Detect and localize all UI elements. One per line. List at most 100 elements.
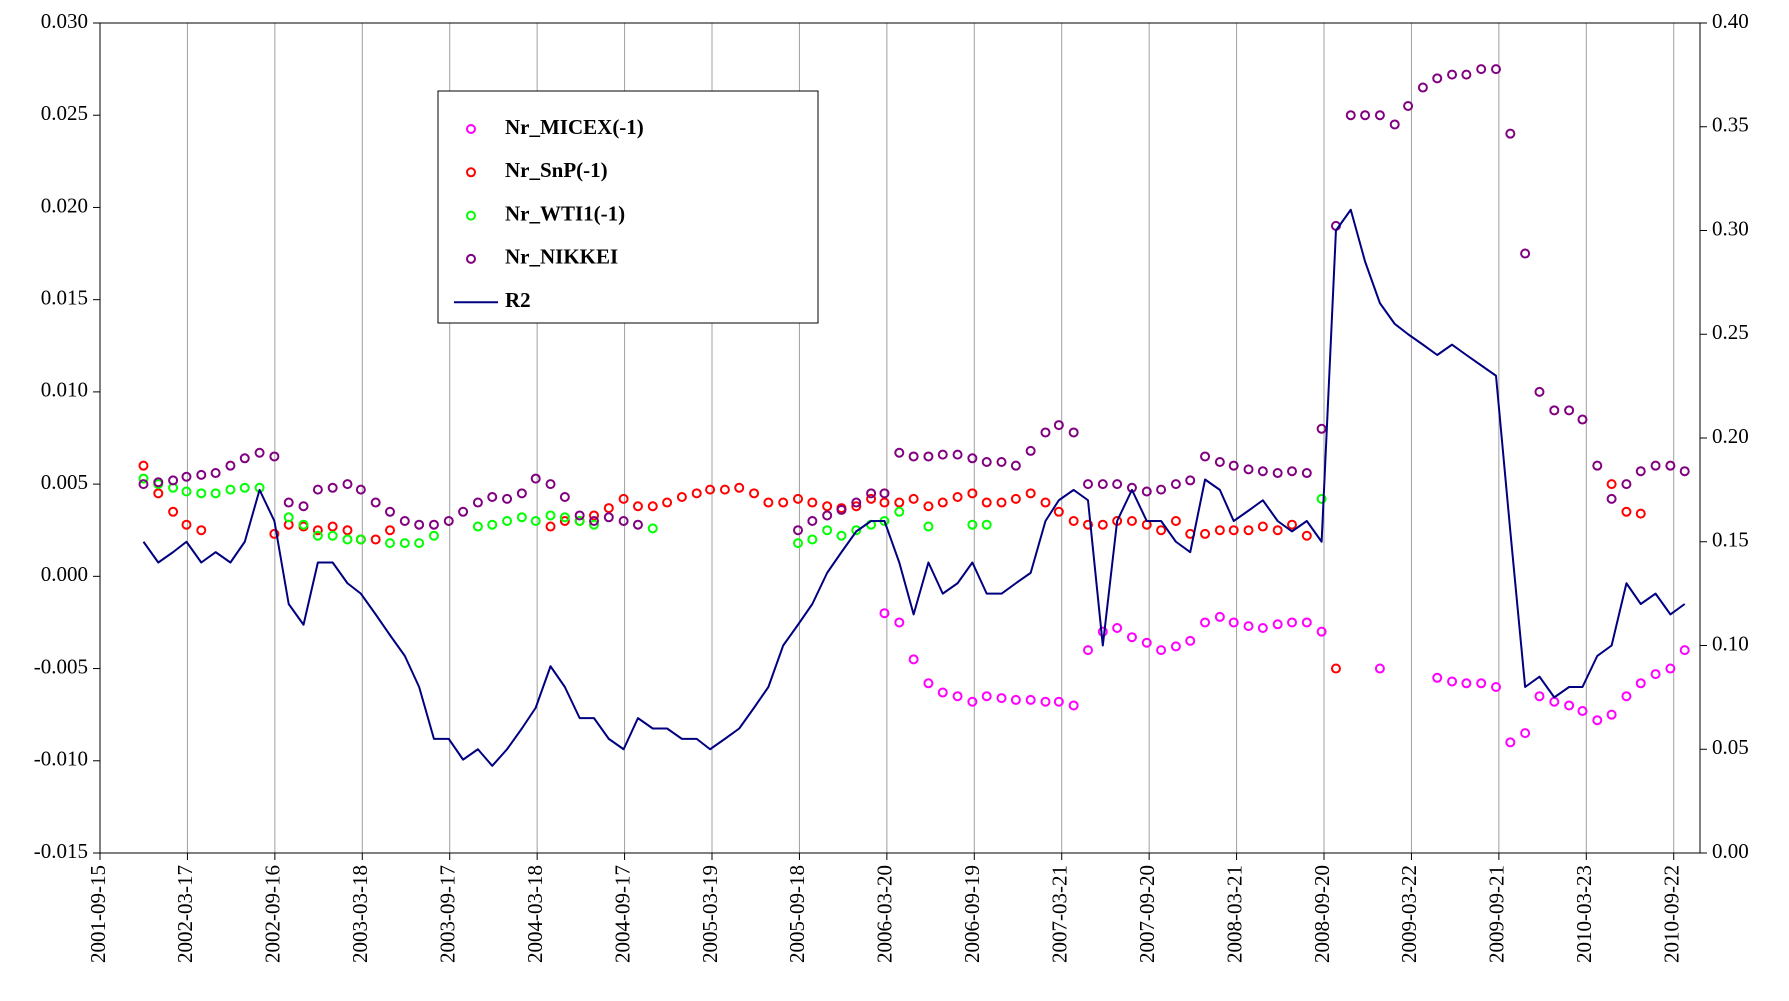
data-point [530,516,541,526]
data-point [1345,110,1356,121]
data-point [254,447,265,458]
data-point [370,497,381,508]
data-point [1082,519,1093,530]
data-point [1170,516,1181,526]
plot-border [99,22,1701,854]
y2-tick-label: 0.00 [1712,839,1749,863]
data-point [908,451,919,462]
data-point [1257,521,1268,532]
data-point [181,471,192,482]
data-point [355,534,366,545]
data-point [647,501,658,512]
x-tick-label: 2006-03-20 [873,865,897,963]
y2-tick-label: 0.25 [1712,320,1749,344]
data-point [225,460,236,471]
x-tick-label: 2009-09-21 [1485,865,1509,963]
data-point [1068,700,1079,711]
data-point [1490,64,1501,75]
data-point [866,488,877,499]
data-point [1156,645,1167,656]
data-point [822,510,833,521]
data-point [981,691,992,702]
data-point [1461,69,1472,80]
data-point [487,492,498,503]
data-point [138,479,149,490]
data-point [384,538,395,549]
data-point [836,504,847,515]
data-point [312,484,323,495]
data-point [1360,110,1371,121]
data-point [632,519,643,530]
data-point [1476,64,1487,75]
y2-tick-label: 0.10 [1712,631,1749,655]
y2-tick-label: 0.35 [1712,113,1749,137]
data-point [1301,468,1312,479]
legend-box [437,90,819,324]
data-point [443,516,454,526]
data-point [1025,694,1036,705]
data-point [1635,508,1646,519]
data-point [763,497,774,508]
data-point [851,525,862,536]
data-point [1505,737,1516,748]
data-point [153,477,164,488]
x-tick-label: 2010-03-23 [1572,865,1596,963]
data-point [1112,479,1123,490]
data-point [908,654,919,665]
data-point [1170,479,1181,490]
data-point [1665,663,1676,674]
data-point [1200,451,1211,462]
data-point [487,519,498,530]
data-point [472,521,483,532]
data-point [342,534,353,545]
data-point [1403,101,1414,111]
data-point [1185,475,1196,486]
data-point [603,503,614,514]
data-point [559,492,570,503]
data-point [574,516,585,526]
data-point [355,484,366,495]
data-point [981,456,992,467]
data-point [1097,519,1108,530]
data-point [312,525,323,536]
data-point [807,534,818,545]
data-point [967,488,978,499]
data-point [298,501,309,512]
data-point [1621,691,1632,702]
data-point [1301,530,1312,541]
x-tick-label: 2003-09-17 [436,865,460,963]
data-point [1286,519,1297,530]
y-tick-label: 0.030 [41,9,88,33]
data-point [1520,728,1531,739]
data-point [414,519,425,530]
data-point [851,497,862,508]
data-point [807,497,818,508]
data-point [1200,617,1211,628]
data-point [1432,73,1443,84]
data-point [1447,69,1458,80]
data-point [618,493,629,504]
data-point [894,617,905,628]
data-point [342,525,353,536]
data-point [1665,460,1676,471]
data-point [981,519,992,530]
data-point [239,482,250,493]
legend-label: Nr_MICEX(-1) [505,115,644,139]
data-point [937,449,948,460]
y-tick-label: 0.015 [41,285,88,309]
x-tick-label: 2001-09-15 [86,865,110,963]
data-point [778,497,789,508]
data-point [618,516,629,526]
data-point [822,525,833,536]
data-point [807,516,818,526]
data-point [879,608,890,619]
x-tick-label: 2004-09-17 [610,865,634,963]
data-point [1286,617,1297,628]
y-tick-label: -0.015 [34,839,88,863]
data-point [327,521,338,532]
data-point [545,521,556,532]
data-point [1082,479,1093,490]
data-point [1025,488,1036,499]
data-point [1621,506,1632,517]
series-points [138,473,1327,549]
